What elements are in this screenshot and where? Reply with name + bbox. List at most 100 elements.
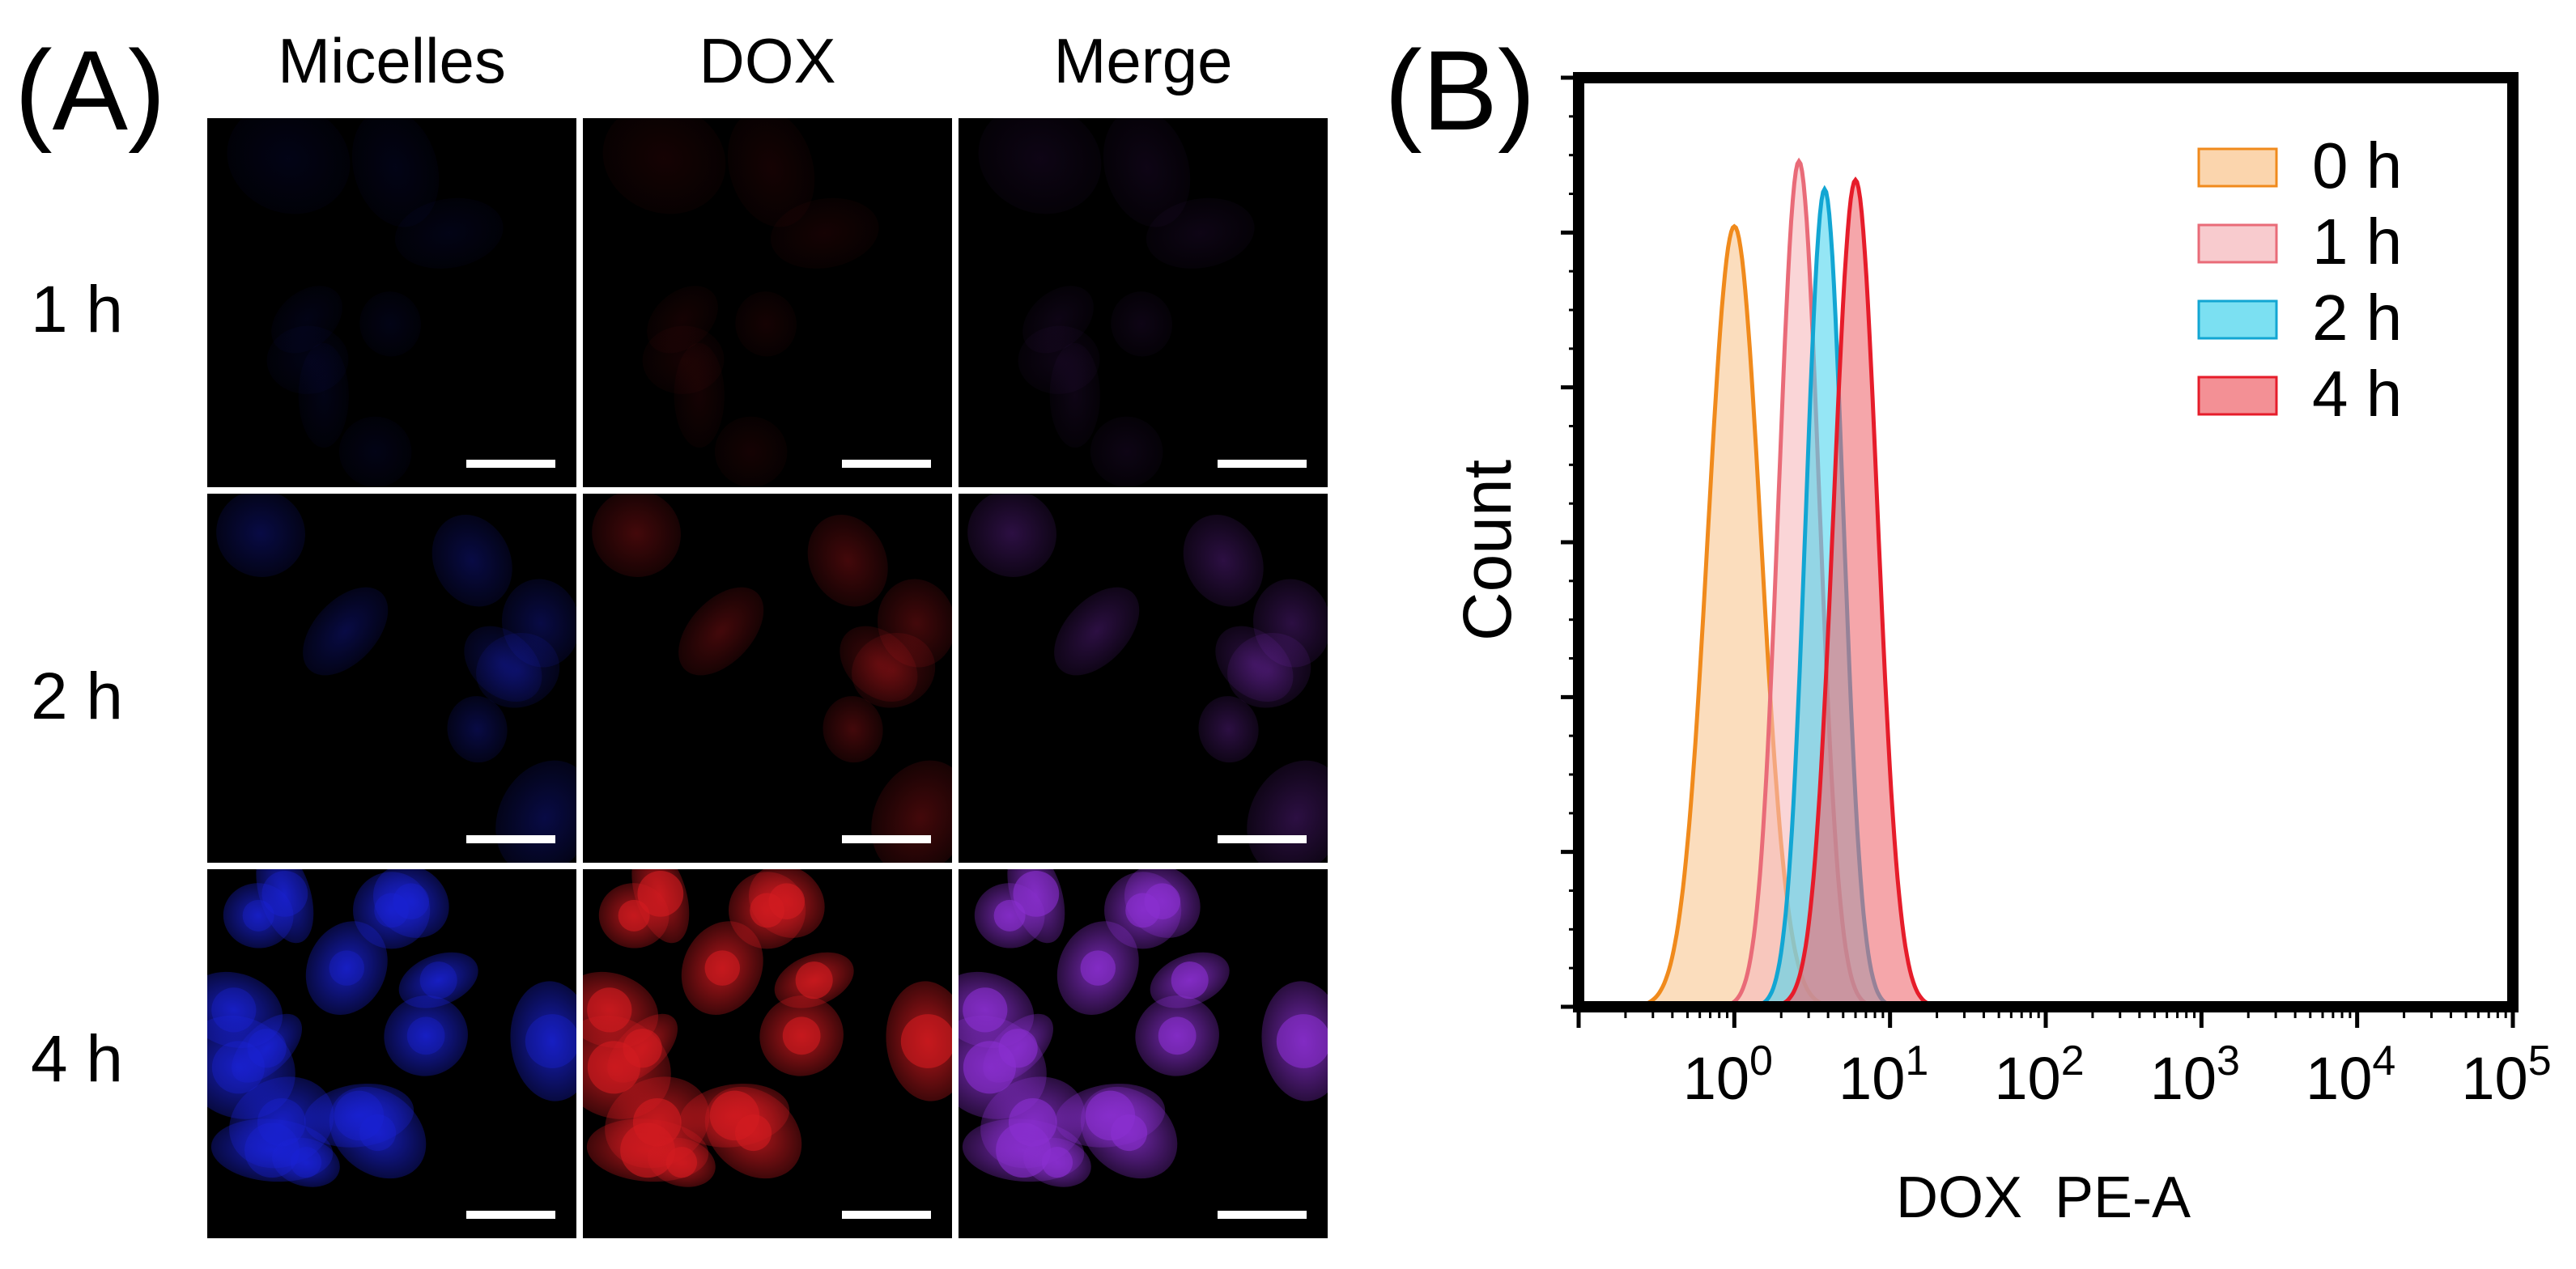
scale-bar (842, 1211, 931, 1219)
cell-nucleus (900, 1014, 952, 1068)
cell (1022, 286, 1094, 354)
scale-bar (842, 460, 931, 468)
cell (447, 696, 508, 763)
x-tick-label: 104 (2306, 1038, 2395, 1112)
cell-nucleus (704, 950, 741, 986)
cell (647, 286, 718, 354)
legend-swatch-1h (2197, 223, 2278, 264)
row-label-2h: 2 h (31, 660, 123, 733)
histogram-area-1h (1718, 161, 1879, 1007)
micrograph-merge-row2 (959, 494, 1328, 863)
cell-nucleus (782, 1016, 821, 1055)
flow-cytometry-histogram: 100 101 102 103 104 105 Count DOX PE-A 0 h1 h… (1449, 72, 2552, 1230)
x-axis-label: DOX PE-A (1896, 1165, 2191, 1230)
cell (1090, 416, 1163, 487)
micrograph-dox-row1 (583, 118, 952, 487)
cell (770, 197, 879, 269)
cell (871, 760, 952, 863)
cell (1146, 197, 1255, 269)
cell (1247, 760, 1328, 863)
cell (592, 494, 681, 577)
cell (1111, 291, 1173, 357)
histogram-areas (1628, 157, 1941, 1009)
cell (305, 921, 388, 1015)
cell (216, 494, 305, 577)
cell-nucleus (998, 1029, 1038, 1068)
scale-bar (466, 1211, 555, 1219)
micrograph-dox-row2 (583, 494, 952, 863)
cell (967, 494, 1056, 577)
y-axis-ticks (1561, 75, 1579, 1009)
x-axis-ticks (1576, 1007, 2515, 1028)
cell (272, 1137, 340, 1187)
cell (823, 696, 883, 763)
cell (678, 587, 764, 676)
cell (727, 118, 815, 227)
cell (807, 515, 888, 607)
cell (394, 197, 504, 269)
cell-nucleus (993, 899, 1026, 932)
legend-label-0h: 0 h (2312, 129, 2402, 202)
legend-label-1h: 1 h (2312, 206, 2402, 278)
scale-bar (842, 835, 931, 843)
panel-a-label: (A) (15, 27, 166, 154)
cell (464, 626, 542, 702)
cell-nucleus (374, 893, 410, 928)
cell (1198, 696, 1259, 763)
cell (510, 981, 576, 1101)
histogram-area-2h (1749, 189, 1898, 1008)
cell-nucleus (623, 1029, 662, 1068)
histogram-line-4h (1768, 176, 1941, 1009)
legend-swatch-4h (2197, 376, 2278, 416)
cell-nucleus (618, 899, 650, 932)
scale-bar (466, 460, 555, 468)
cell-nucleus (329, 950, 365, 986)
cell (978, 118, 1102, 214)
micrograph-merge-row1 (959, 118, 1328, 487)
cell-nucleus (1125, 893, 1161, 928)
y-axis-label: Count (1449, 460, 1525, 641)
legend: 0 h1 h2 h4 h (2197, 129, 2402, 430)
cell (359, 291, 422, 357)
cell-nucleus (1041, 1147, 1073, 1178)
cell (271, 286, 342, 354)
micrograph-merge-row3 (959, 869, 1328, 1238)
cell (1103, 118, 1191, 227)
cell-nucleus (1158, 1016, 1197, 1055)
column-header-dox: DOX (699, 25, 836, 96)
cell-nucleus (290, 1147, 322, 1178)
cell (329, 1086, 427, 1179)
microscopy-grid (207, 118, 1329, 1251)
cell (1054, 587, 1140, 676)
scale-bar (466, 835, 555, 843)
histogram-area-4h (1768, 180, 1941, 1008)
cell-nucleus (1276, 1014, 1328, 1068)
micrograph-micelles-row3 (207, 869, 576, 1238)
legend-label-4h: 4 h (2312, 358, 2402, 430)
cell (223, 883, 294, 949)
legend-label-2h: 2 h (2312, 282, 2402, 354)
cell-nucleus (734, 1114, 772, 1152)
x-tick-label: 105 (2461, 1038, 2551, 1112)
x-tick-label: 101 (1838, 1038, 1928, 1112)
x-tick-label: 102 (1994, 1038, 2084, 1112)
cell (735, 291, 797, 357)
row-label-1h: 1 h (31, 273, 123, 346)
cell (431, 515, 512, 607)
cell-nucleus (419, 961, 457, 999)
cell (303, 587, 389, 676)
x-tick-label: 103 (2150, 1038, 2240, 1112)
scale-bar (1218, 835, 1307, 843)
cell-nucleus (247, 1029, 287, 1068)
cell-nucleus (750, 893, 785, 928)
legend-swatch-2h (2197, 299, 2278, 340)
cell (351, 118, 440, 227)
panel-b-label: (B) (1384, 27, 1536, 154)
cell (227, 118, 351, 214)
cell-nucleus (795, 961, 833, 999)
micrograph-micelles-row2 (207, 494, 576, 863)
cell (338, 416, 412, 487)
cell (384, 995, 468, 1076)
histogram-area-0h (1628, 226, 1839, 1007)
cell-nucleus (359, 1114, 397, 1152)
